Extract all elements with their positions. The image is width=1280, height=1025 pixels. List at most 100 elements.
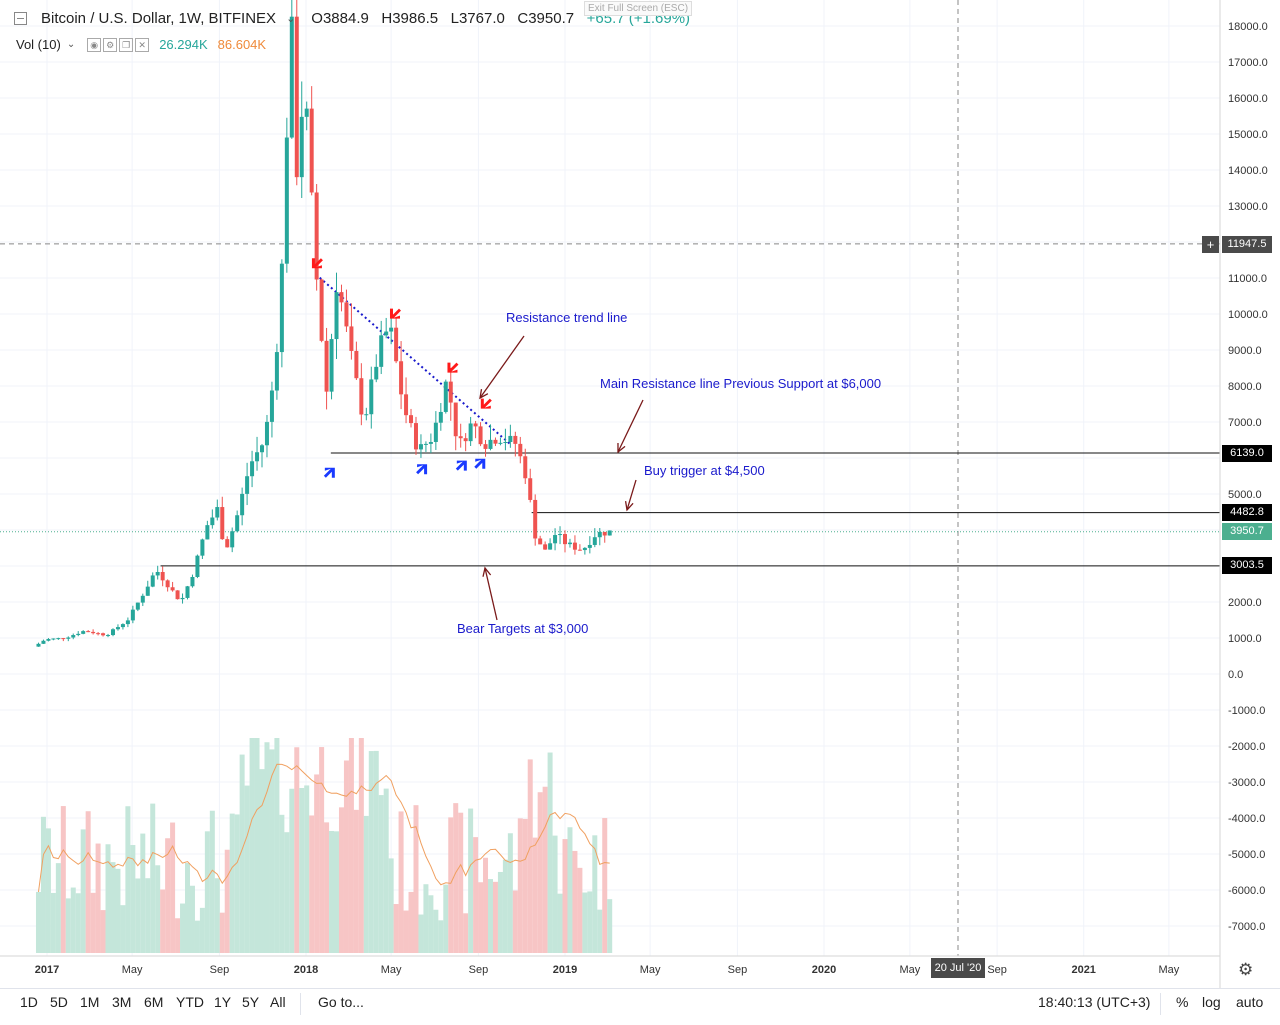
candle-body — [413, 423, 418, 450]
low-value: 3767.0 — [458, 10, 505, 27]
candle-body — [255, 452, 260, 462]
range-1y[interactable]: 1Y — [214, 994, 232, 1010]
chevron-down-icon[interactable]: ⌄ — [286, 13, 296, 25]
volume-bar — [582, 892, 588, 953]
candle-body — [120, 624, 125, 628]
range-5d[interactable]: 5D — [50, 994, 68, 1010]
volume-bar — [353, 809, 359, 953]
range-ytd[interactable]: YTD — [176, 994, 204, 1010]
volume-bar — [234, 814, 240, 953]
volume-ma-value: 86.604K — [217, 37, 267, 52]
candle-body — [344, 302, 349, 327]
volume-bar — [547, 752, 553, 953]
candle-body — [41, 640, 46, 644]
gear-icon[interactable]: ⚙ — [1238, 960, 1254, 979]
eye-icon[interactable]: ◉ — [87, 37, 102, 52]
candle-body — [349, 326, 354, 351]
candle-body — [71, 635, 76, 638]
candle-body — [374, 366, 379, 380]
candle-body — [379, 335, 384, 367]
bearish-arrow-icon — [311, 258, 323, 269]
toolbar-divider — [1160, 993, 1161, 1015]
volume-indicator-label[interactable]: Vol (10) — [16, 37, 61, 52]
price-tick-label: -4000.0 — [1228, 813, 1265, 825]
symbol-title[interactable]: Bitcoin / U.S. Dollar, 1W, BITFINEX — [41, 10, 277, 27]
price-tick-label: -1000.0 — [1228, 705, 1265, 717]
volume-bar — [398, 811, 404, 953]
candle-body — [409, 415, 414, 424]
volume-bar — [299, 787, 305, 953]
settings-icon[interactable]: ⚙ — [103, 37, 118, 52]
percent-toggle[interactable]: % — [1176, 994, 1189, 1010]
exit-fullscreen-hint[interactable]: Exit Full Screen (ESC) — [584, 1, 693, 16]
volume-bar — [209, 810, 215, 953]
candle-body — [339, 292, 344, 303]
price-tick-label: 16000.0 — [1228, 93, 1268, 105]
candle-body — [523, 456, 528, 479]
candle-body — [260, 445, 265, 453]
volume-bar — [150, 803, 156, 953]
volume-bar — [502, 859, 508, 953]
volume-bar — [577, 867, 583, 953]
candle-body — [294, 16, 299, 178]
chevron-down-icon[interactable]: ⌄ — [66, 39, 76, 50]
range-all[interactable]: All — [270, 994, 286, 1010]
candle-body — [81, 631, 86, 634]
candle-body — [329, 339, 334, 392]
volume-bar — [418, 914, 424, 953]
volume-bar — [85, 811, 91, 953]
pointer-bear-targets — [484, 567, 498, 621]
close-icon[interactable]: ✕ — [135, 37, 150, 52]
range-1d[interactable]: 1D — [20, 994, 38, 1010]
volume-bar — [229, 813, 235, 953]
annotation-pointers — [479, 335, 644, 621]
candle-body — [86, 631, 91, 633]
range-3m[interactable]: 3M — [112, 994, 132, 1010]
volume-bar — [189, 885, 195, 953]
time-tick-label: 2021 — [1071, 964, 1095, 976]
candle-body — [170, 587, 175, 591]
volume-bar — [572, 850, 578, 953]
clock[interactable]: 18:40:13 (UTC+3) — [1038, 994, 1151, 1010]
pointer-resistance-trend-head — [479, 389, 489, 400]
candle-body — [518, 443, 523, 457]
copy-icon[interactable]: ❐ — [119, 37, 134, 52]
annotation-main-resistance: Main Resistance line Previous Support at… — [600, 376, 881, 391]
candle-body — [543, 544, 548, 550]
volume-bar — [428, 895, 434, 953]
collapse-legend-icon[interactable] — [14, 12, 27, 25]
candle-body — [478, 426, 483, 445]
price-tick-label: 18000.0 — [1228, 21, 1268, 33]
volume-bar — [40, 816, 46, 953]
candle-body — [269, 390, 274, 422]
candle-body — [140, 595, 145, 603]
candle-body — [567, 542, 572, 545]
range-6m[interactable]: 6M — [144, 994, 164, 1010]
candle-body — [433, 422, 438, 442]
indicator-controls[interactable]: ◉ ⚙ ❐ ✕ — [87, 37, 150, 52]
volume-bar — [403, 910, 409, 953]
add-crosshair-icon[interactable]: + — [1202, 236, 1219, 253]
candle-body — [423, 443, 428, 445]
volume-bar — [60, 806, 66, 953]
price-tick-label: 10000.0 — [1228, 309, 1268, 321]
annotation-buy-trigger: Buy trigger at $4,500 — [644, 463, 765, 478]
candle-body — [577, 549, 582, 551]
volume-bar — [90, 892, 96, 953]
candle-body — [125, 620, 130, 625]
crosshair-price-label: 11947.5 — [1222, 236, 1272, 253]
log-toggle[interactable]: log — [1202, 994, 1221, 1010]
candle-body — [36, 643, 41, 647]
auto-toggle[interactable]: auto — [1236, 994, 1264, 1010]
volume-bar — [145, 878, 151, 953]
range-5y[interactable]: 5Y — [242, 994, 260, 1010]
pointer-main-resistance — [617, 399, 644, 453]
candle-body — [458, 436, 463, 439]
price-tick-label: -2000.0 — [1228, 741, 1265, 753]
volume-bar — [378, 795, 384, 953]
volume-bar — [463, 913, 469, 953]
volume-bar — [497, 871, 503, 953]
range-1m[interactable]: 1M — [80, 994, 100, 1010]
goto-button[interactable]: Go to... — [318, 994, 364, 1010]
